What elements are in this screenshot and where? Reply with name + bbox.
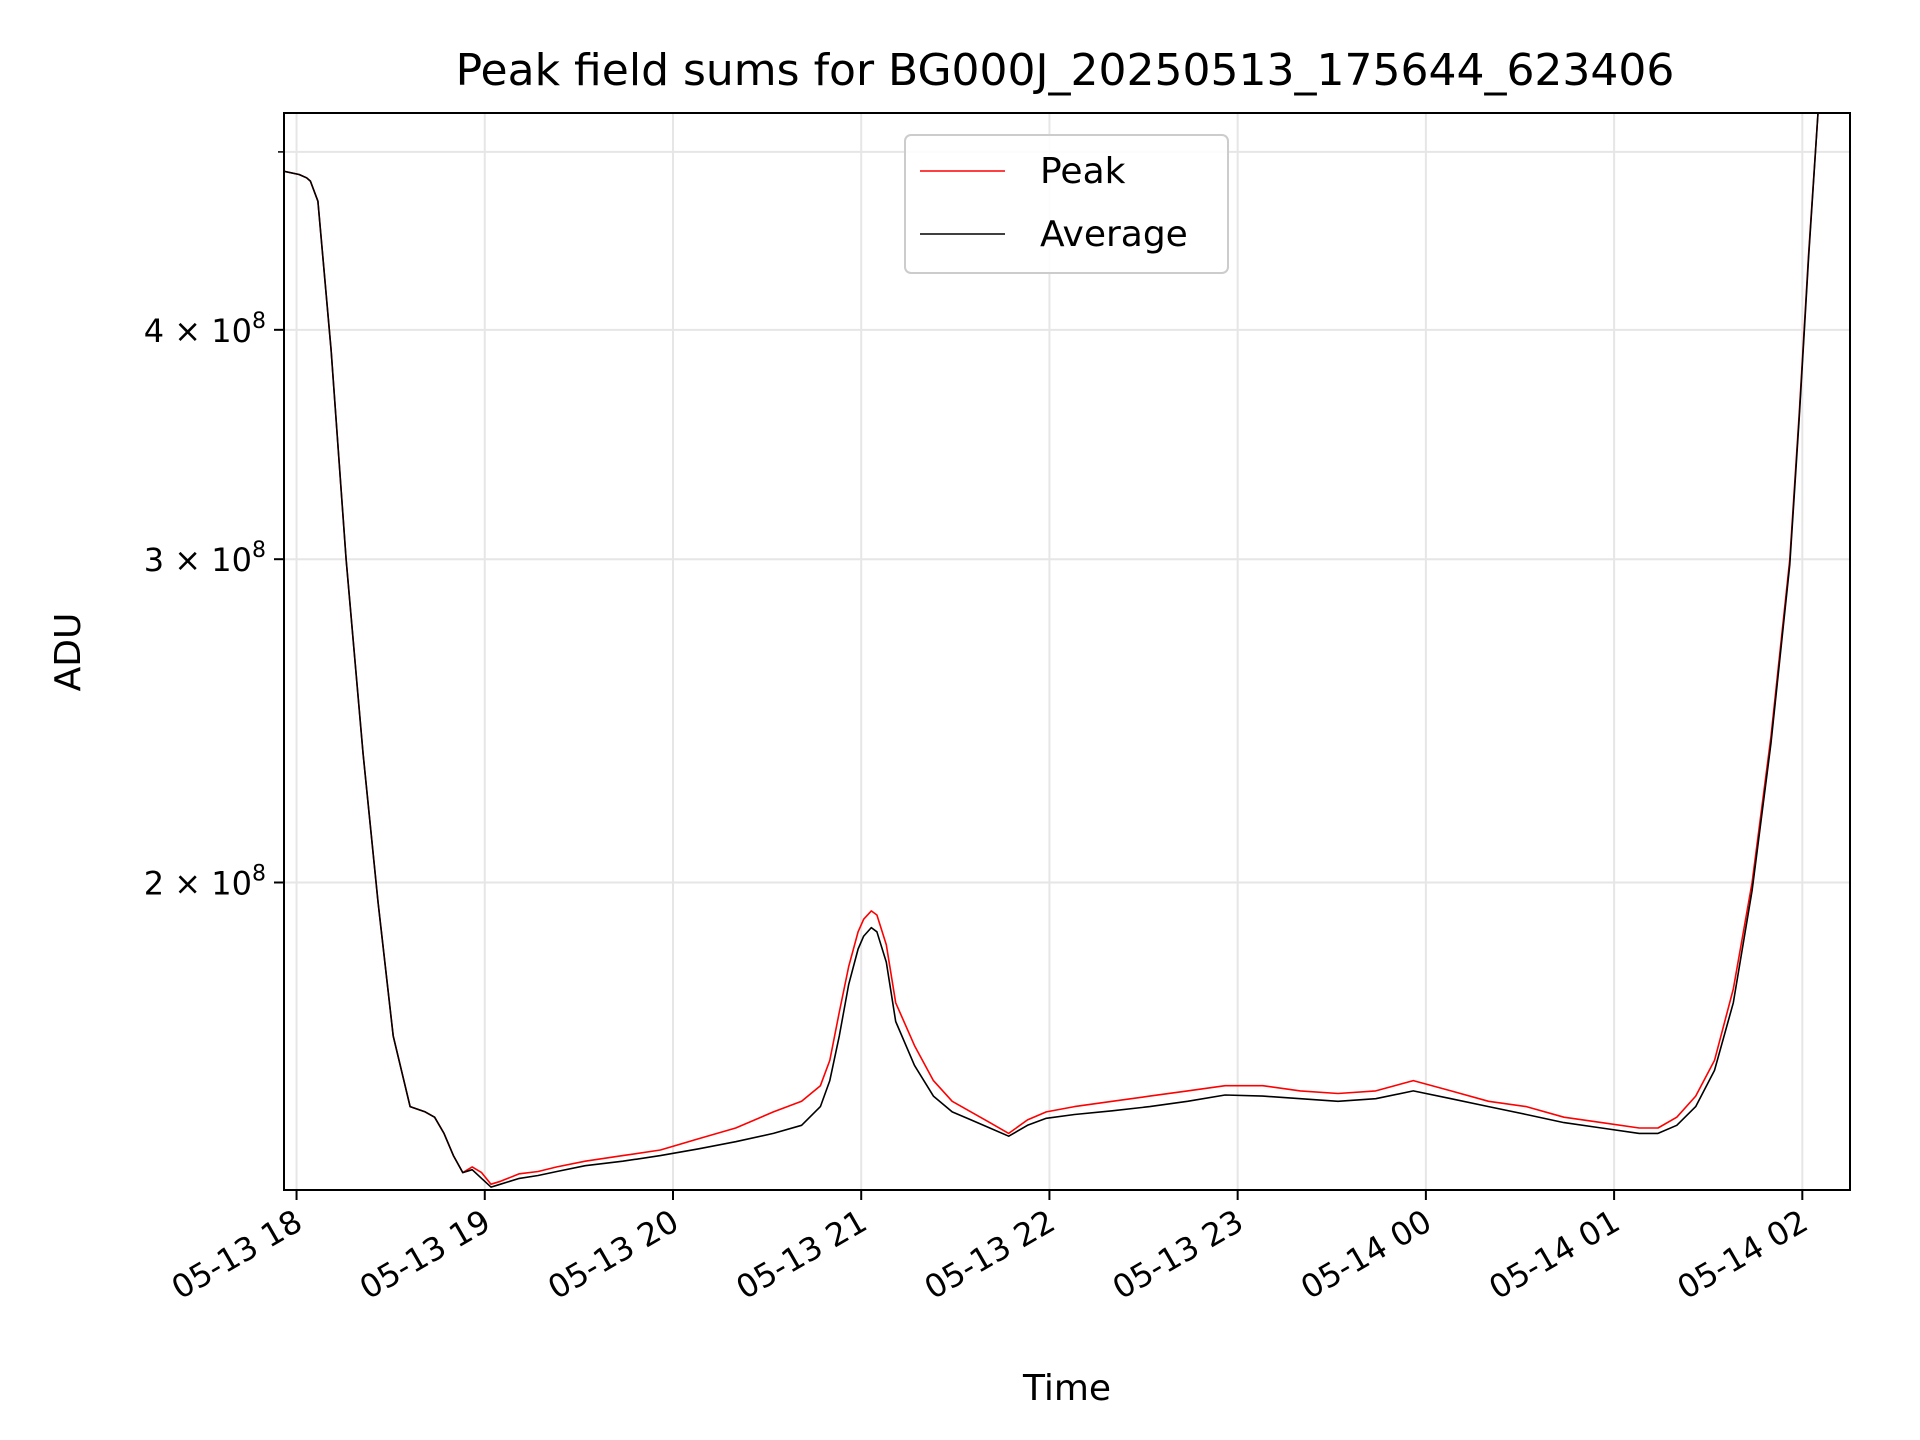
legend-label-peak: Peak xyxy=(1040,151,1126,192)
x-axis-label: Time xyxy=(1022,1368,1111,1409)
y-axis-tick-labels: 2 × 108 3 × 108 4 × 108 xyxy=(144,309,266,903)
plot-frame xyxy=(283,112,1851,1191)
legend: Peak Average xyxy=(904,134,1229,274)
legend-box xyxy=(904,134,1229,274)
series-line-average xyxy=(284,113,1819,1188)
axis-ticks xyxy=(274,151,1804,1200)
y-axis-label: ADU xyxy=(48,613,89,692)
chart-title: Peak field sums for BG000J_20250513_1756… xyxy=(456,45,1675,96)
plot-background xyxy=(284,113,1850,1190)
plot-area xyxy=(274,112,1851,1200)
y-tick-label: 3 × 108 xyxy=(144,538,266,579)
series-lines xyxy=(284,113,1819,1188)
y-tick-label: 2 × 108 xyxy=(144,861,266,902)
grid-lines xyxy=(284,113,1850,1190)
y-tick-label: 4 × 108 xyxy=(144,309,266,350)
legend-label-average: Average xyxy=(1040,214,1188,255)
